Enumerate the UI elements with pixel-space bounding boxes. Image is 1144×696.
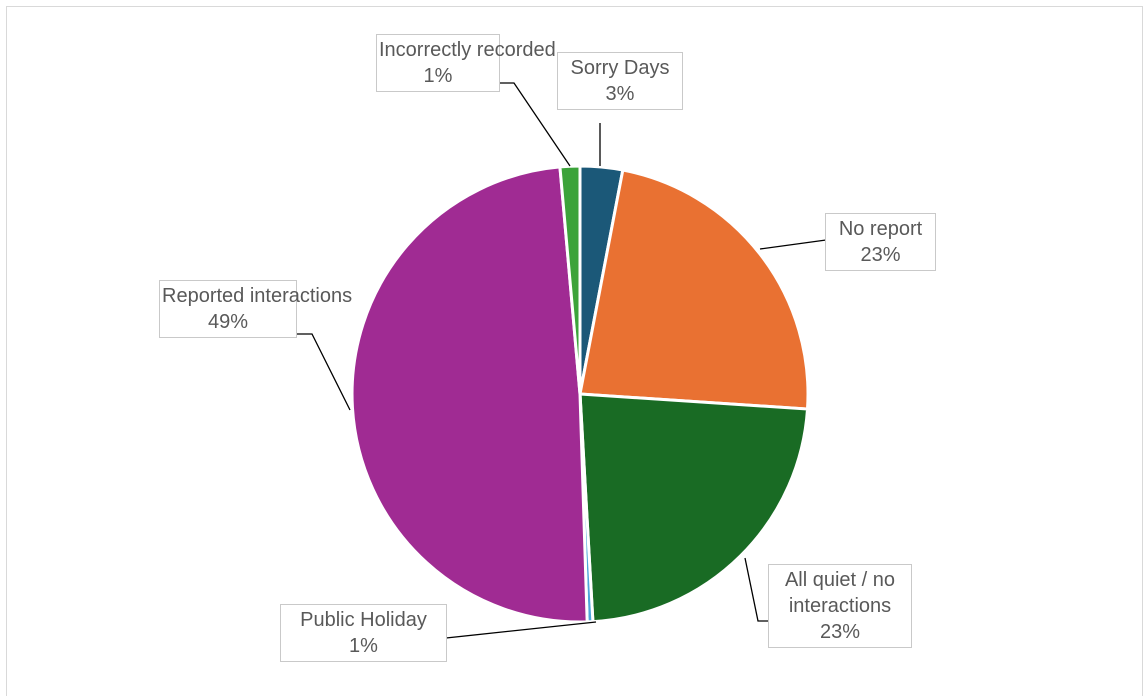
leader-line-reported-interactions <box>296 333 351 411</box>
pie-slice-all-quiet-no-interactions <box>578 392 810 624</box>
chart-area <box>6 6 1143 696</box>
pie-slice-incorrectly-recorded <box>558 164 582 395</box>
pie-slice-reported-interactions <box>350 165 589 624</box>
leader-line-all-quiet <box>744 557 770 622</box>
data-label-all-quiet: All quiet / no interactions 23% <box>768 564 912 648</box>
pie-slices <box>350 164 810 624</box>
slice-label-percent: 1% <box>349 635 378 657</box>
pie-slice-no-report <box>578 168 810 411</box>
slice-label-percent: 49% <box>207 311 249 333</box>
data-label-no-report: No report 23% <box>825 213 936 271</box>
data-label-public-holiday: Public Holiday 1% <box>280 604 447 662</box>
slice-label-name: No report <box>838 218 923 240</box>
slice-label-name: All quiet / no interactions <box>784 569 896 617</box>
data-label-reported-interactions: Reported interactions 49% <box>159 280 353 338</box>
slice-label-name: Reported interactions <box>162 285 353 307</box>
leader-line-no-report <box>759 239 827 250</box>
leader-line-incorrectly-recorded <box>499 82 571 167</box>
slice-label-percent: 1% <box>423 65 453 87</box>
slice-label-name: Incorrectly recorded <box>379 39 556 61</box>
slice-label-percent: 23% <box>860 244 901 266</box>
data-label-sorry-days: Sorry Days 3% <box>557 52 683 110</box>
slice-label-name: Sorry Days <box>570 57 670 79</box>
leader-line-public-holiday <box>445 621 597 639</box>
slice-label-percent: 23% <box>819 621 861 643</box>
slice-label-name: Public Holiday <box>300 609 427 631</box>
leader-lines <box>296 82 827 639</box>
data-label-incorrectly-recorded: Incorrectly recorded 1% <box>376 34 556 92</box>
slice-label-percent: 3% <box>605 83 635 105</box>
